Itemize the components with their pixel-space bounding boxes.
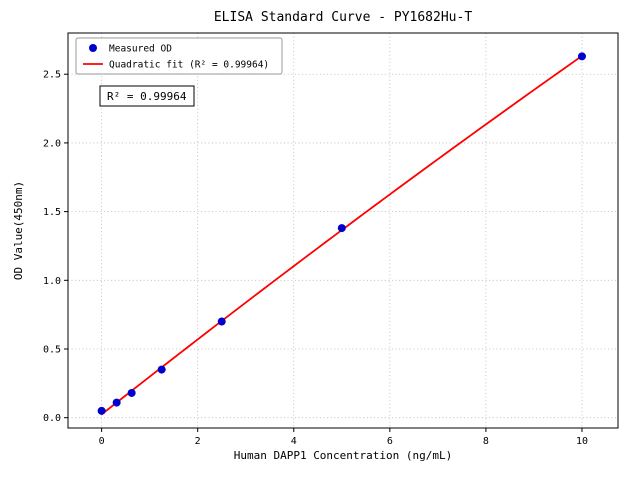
y-tick-label: 1.0 <box>43 276 61 287</box>
legend-box <box>75 37 283 75</box>
data-point-marker <box>97 406 106 415</box>
chart-title: ELISA Standard Curve - PY1682Hu-T <box>214 10 472 25</box>
r-squared-annotation: R² = 0.99964 <box>107 90 187 103</box>
legend-dot-marker <box>89 44 97 52</box>
x-tick-label: 6 <box>387 436 393 447</box>
legend-label: Measured OD <box>109 44 172 55</box>
y-tick-label: 0.5 <box>43 345 61 356</box>
r-squared-annotation-box <box>99 85 195 107</box>
y-tick-label: 0.0 <box>43 413 61 424</box>
x-tick-label: 8 <box>483 436 489 447</box>
x-tick-label: 4 <box>291 436 297 447</box>
data-point-marker <box>217 317 226 326</box>
x-tick-label: 0 <box>99 436 105 447</box>
data-point-marker <box>112 398 121 407</box>
y-tick-label: 2.0 <box>43 138 61 149</box>
data-point-marker <box>577 52 586 61</box>
data-point-marker <box>337 224 346 233</box>
x-tick-label: 10 <box>576 436 588 447</box>
y-axis-label: OD Value(450nm) <box>12 181 25 280</box>
data-point-marker <box>157 365 166 374</box>
plot-border <box>67 32 619 429</box>
x-tick-label: 2 <box>195 436 201 447</box>
x-axis-label: Human DAPP1 Concentration (ng/mL) <box>234 449 453 462</box>
y-tick-label: 1.5 <box>43 207 61 218</box>
y-tick-label: 2.5 <box>43 70 61 81</box>
legend-label: Quadratic fit (R² = 0.99964) <box>109 60 269 71</box>
fit-line <box>101 55 583 416</box>
data-point-marker <box>127 388 136 397</box>
